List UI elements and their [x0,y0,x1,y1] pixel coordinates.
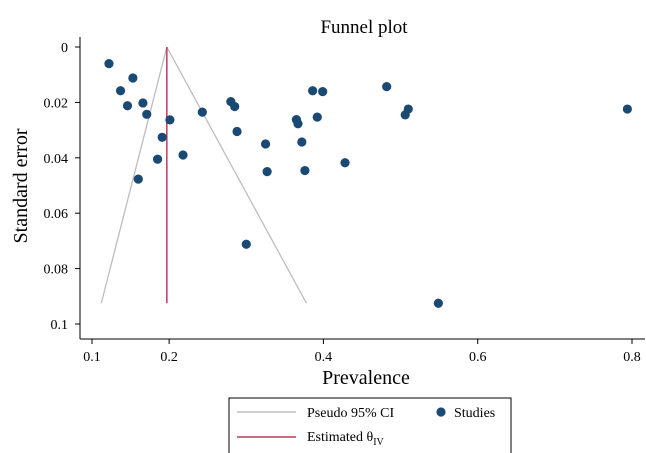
pseudo-ci-lower-line [100,46,168,304]
legend: Pseudo 95% CI Studies Estimated θIV [228,397,512,453]
study-point [300,165,310,176]
y-tick-label: 0.06 [44,207,69,222]
x-tick-label: 0.8 [623,350,641,365]
x-axis-title: Prevalence [322,367,410,389]
legend-estimate-text: Estimated θ [307,430,373,445]
pseudo-ci-lines [100,46,308,304]
study-point [128,73,138,83]
study-point [138,98,148,108]
legend-studies-label: Studies [454,406,495,421]
study-point [622,104,632,114]
study-point [262,167,272,177]
study-point [260,139,271,149]
y-tick-label: 0.1 [51,318,69,333]
study-point [152,154,163,164]
chart-title: Funnel plot [320,17,408,38]
study-point [142,109,152,119]
study-point [157,132,167,142]
x-tick-label: 0.2 [160,350,178,365]
study-point [178,150,188,160]
axis-ticks: 0.1 0.2 0.4 0.6 0.8 0 0.02 0.04 0.06 0.08 0.1 [44,41,641,365]
legend-estimate-subscript: IV [373,437,384,448]
study-point [241,239,251,249]
study-point [230,101,240,112]
study-point [232,126,242,137]
axes [79,37,645,340]
x-tick-label: 0.4 [315,350,333,365]
study-point [340,158,350,168]
x-tick-label: 0.1 [83,350,101,365]
study-point [115,86,126,96]
legend-studies-marker [436,407,446,417]
y-tick-label: 0.04 [44,152,69,167]
study-point [403,104,413,114]
study-point [165,115,175,125]
study-point [122,101,133,111]
study-point [297,137,307,147]
study-point [318,86,328,97]
study-points [104,59,632,308]
legend-estimate-label: Estimated θIV [307,430,385,448]
x-tick-label: 0.6 [469,350,487,365]
study-point [197,107,207,117]
study-point [382,82,392,92]
y-tick-label: 0 [61,41,68,56]
y-tick-label: 0.08 [44,263,69,278]
study-point [312,112,322,122]
study-point [308,86,318,96]
y-tick-label: 0.02 [44,96,69,111]
pseudo-ci-upper-line [166,46,308,304]
legend-ci-label: Pseudo 95% CI [307,406,394,421]
legend-box [228,397,512,453]
y-axis-title: Standard error [10,128,32,243]
study-point [104,59,114,69]
study-point [293,119,303,129]
study-point [133,174,143,184]
study-point [433,298,443,308]
